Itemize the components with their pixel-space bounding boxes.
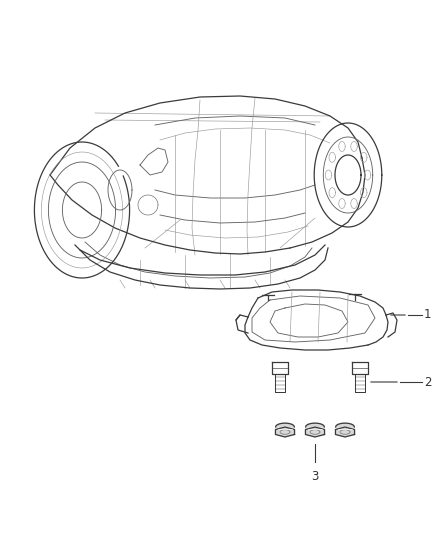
Text: 1: 1 bbox=[424, 309, 431, 321]
Polygon shape bbox=[305, 427, 325, 437]
Polygon shape bbox=[306, 423, 325, 427]
Polygon shape bbox=[336, 423, 354, 427]
Polygon shape bbox=[276, 427, 294, 437]
Text: 2: 2 bbox=[424, 376, 431, 389]
Text: 3: 3 bbox=[311, 470, 319, 483]
Polygon shape bbox=[276, 423, 294, 427]
Polygon shape bbox=[336, 427, 354, 437]
